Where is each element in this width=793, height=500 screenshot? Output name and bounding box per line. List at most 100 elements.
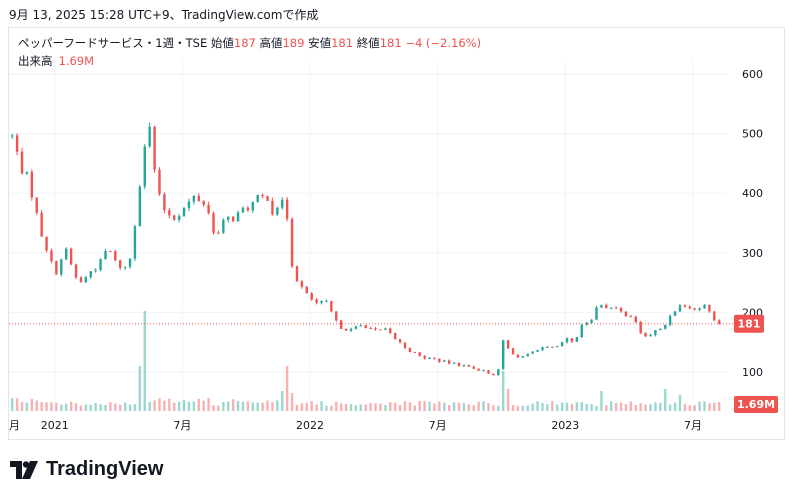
candle-body (30, 171, 34, 198)
candle-body (600, 304, 603, 308)
open-label: 始値 (210, 36, 234, 50)
x-tick-label: 2023 (551, 419, 579, 432)
volume-bar (15, 398, 19, 411)
volume-bar (433, 403, 436, 411)
tradingview-logo-icon (10, 460, 38, 479)
x-tick-label: 月 (9, 419, 20, 432)
volume-bar (69, 401, 73, 411)
candle-body (664, 324, 667, 329)
candle-body (487, 370, 490, 374)
candle-body (25, 171, 29, 174)
volume-bar (236, 400, 240, 411)
volume-bar (300, 403, 304, 411)
candle-body (501, 340, 505, 370)
candle-body (325, 301, 328, 303)
candle-body (659, 328, 662, 331)
volume-bar (644, 404, 647, 411)
y-tick-label: 500 (742, 128, 763, 141)
volume-bar (364, 404, 367, 411)
brand-name: TradingView (46, 458, 164, 480)
candle-body (389, 328, 392, 333)
candle-body (467, 364, 471, 367)
volume-bar (654, 402, 657, 411)
volume-bar (251, 402, 254, 411)
candle-body (590, 319, 593, 324)
volume-bar (457, 402, 461, 411)
candle-body (403, 342, 407, 348)
candle-body (492, 373, 495, 376)
candle-body (443, 360, 446, 362)
candle-body (60, 259, 63, 275)
candle-body (207, 204, 210, 214)
volume-bar (570, 403, 574, 411)
volume-bar (393, 402, 397, 411)
candle-body (408, 347, 412, 353)
volume-bar (398, 404, 402, 411)
candle-body (192, 195, 196, 202)
change-value: −4 (−2.16%) (405, 36, 482, 50)
volume-bar (492, 405, 495, 411)
volume-bar (114, 403, 117, 411)
candle-body (624, 311, 628, 317)
volume-bar (354, 405, 358, 411)
volume-bar (605, 405, 608, 411)
volume-bar (516, 405, 520, 411)
volume-bar (452, 402, 456, 411)
volume-bar (614, 402, 618, 411)
x-tick-label: 7月 (684, 419, 702, 432)
volume-bar (403, 401, 407, 411)
low-value: 181 (331, 36, 354, 50)
volume-label: 出来高 (18, 54, 53, 68)
candle-body (698, 308, 701, 310)
volume-bar (187, 401, 191, 411)
candle-body (222, 219, 225, 233)
x-tick-label: 7月 (173, 419, 191, 432)
candle-body (320, 301, 323, 303)
candle-body (595, 307, 598, 320)
volume-bar (310, 401, 313, 411)
volume-bar (447, 405, 451, 411)
candle-body (688, 306, 691, 309)
low-label: 安値 (308, 36, 332, 50)
volume-bar (443, 402, 446, 411)
candle-body (40, 212, 43, 237)
candle-body (65, 248, 68, 260)
candle-body (433, 357, 436, 359)
volume-bar (119, 404, 122, 411)
volume-bar (335, 401, 338, 411)
candle-body (182, 207, 186, 217)
volume-value: 1.69M (58, 54, 95, 68)
candle-body (123, 266, 127, 268)
candle-body (271, 200, 274, 215)
volume-bar (222, 401, 225, 411)
volume-bar (472, 405, 475, 411)
tradingview-brand[interactable]: TradingView (10, 458, 163, 481)
chart-panel[interactable] (8, 27, 785, 440)
candle-body (359, 325, 363, 327)
candle-body (477, 368, 480, 371)
x-tick-label: 2022 (296, 419, 324, 432)
candle-body (516, 354, 520, 358)
volume-bar (580, 402, 583, 411)
volume-bar (168, 398, 171, 411)
volume-bar (89, 404, 92, 411)
candle-body (256, 195, 259, 202)
candle-body (15, 135, 19, 152)
candle-body (197, 195, 200, 202)
candle-body (506, 340, 510, 349)
candle-body (364, 325, 367, 329)
volume-bar (673, 402, 677, 411)
volume-bar (713, 402, 716, 411)
volume-bar (536, 401, 539, 411)
volume-bar (619, 402, 623, 411)
close-label: 終値 (356, 36, 380, 50)
candle-body (133, 226, 137, 259)
volume-bar (231, 399, 235, 411)
candle-body (536, 350, 539, 352)
volume-bar (418, 401, 421, 411)
candle-body (251, 201, 254, 211)
volume-bar (45, 402, 48, 411)
volume-bar (649, 403, 652, 411)
candle-body (89, 271, 92, 278)
